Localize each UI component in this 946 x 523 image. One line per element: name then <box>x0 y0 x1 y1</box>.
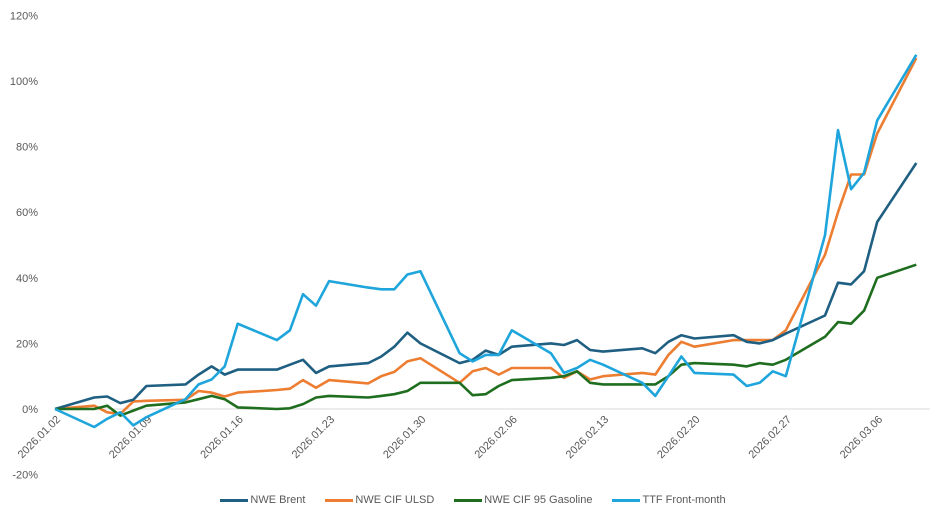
legend-item: NWE CIF ULSD <box>325 494 434 506</box>
x-tick-label: 2026.02.20 <box>655 414 702 461</box>
y-tick-label: 20% <box>16 338 38 350</box>
y-tick-label: -20% <box>12 470 38 482</box>
y-tick-label: 0% <box>22 404 38 416</box>
x-tick-label: 2026.02.27 <box>747 414 794 461</box>
legend: NWE Brent NWE CIF ULSD NWE CIF 95 Gasoline… <box>0 494 946 506</box>
legend-item: TTF Front-month <box>612 494 726 506</box>
x-tick-label: 2026.03.06 <box>838 414 885 461</box>
legend-item: NWE Brent <box>220 494 305 506</box>
x-tick-label: 2026.01.02 <box>16 414 63 461</box>
y-tick-label: 100% <box>10 76 38 88</box>
x-tick-label: 2026.01.23 <box>290 414 337 461</box>
x-tick-label: 2026.01.30 <box>381 414 428 461</box>
y-tick-label: 80% <box>16 142 38 154</box>
y-tick-label: 120% <box>10 10 38 22</box>
series-line-nwe-brent <box>54 162 918 411</box>
series-line-ttf-front-month <box>54 54 918 429</box>
legend-label: NWE Brent <box>250 494 306 506</box>
legend-label: NWE CIF 95 Gasoline <box>484 494 593 506</box>
x-tick-label: 2026.02.13 <box>564 414 611 461</box>
series-line-nwe-cif-ulsd <box>54 57 918 416</box>
y-tick-label: 60% <box>16 207 38 219</box>
x-tick-label: 2026.01.16 <box>198 414 245 461</box>
legend-label: NWE CIF ULSD <box>355 494 435 506</box>
legend-swatch <box>454 498 483 502</box>
legend-swatch <box>220 498 249 502</box>
x-tick-label: 2026.01.09 <box>107 414 154 461</box>
legend-swatch <box>325 498 354 502</box>
legend-item: NWE CIF 95 Gasoline <box>454 494 592 506</box>
series-line-nwe-cif-95-gasoline <box>55 263 917 417</box>
y-axis-ticks: -20% 0% 20% 40% 60% 80% 100% 120% <box>10 10 38 481</box>
legend-swatch <box>612 498 641 502</box>
legend-label: TTF Front-month <box>642 494 726 506</box>
series-lines <box>54 54 918 429</box>
x-axis-ticks: 2026.01.02 2026.01.09 2026.01.16 2026.01.23… <box>16 414 886 461</box>
y-tick-label: 40% <box>16 273 38 285</box>
x-tick-label: 2026.02.06 <box>472 414 519 461</box>
